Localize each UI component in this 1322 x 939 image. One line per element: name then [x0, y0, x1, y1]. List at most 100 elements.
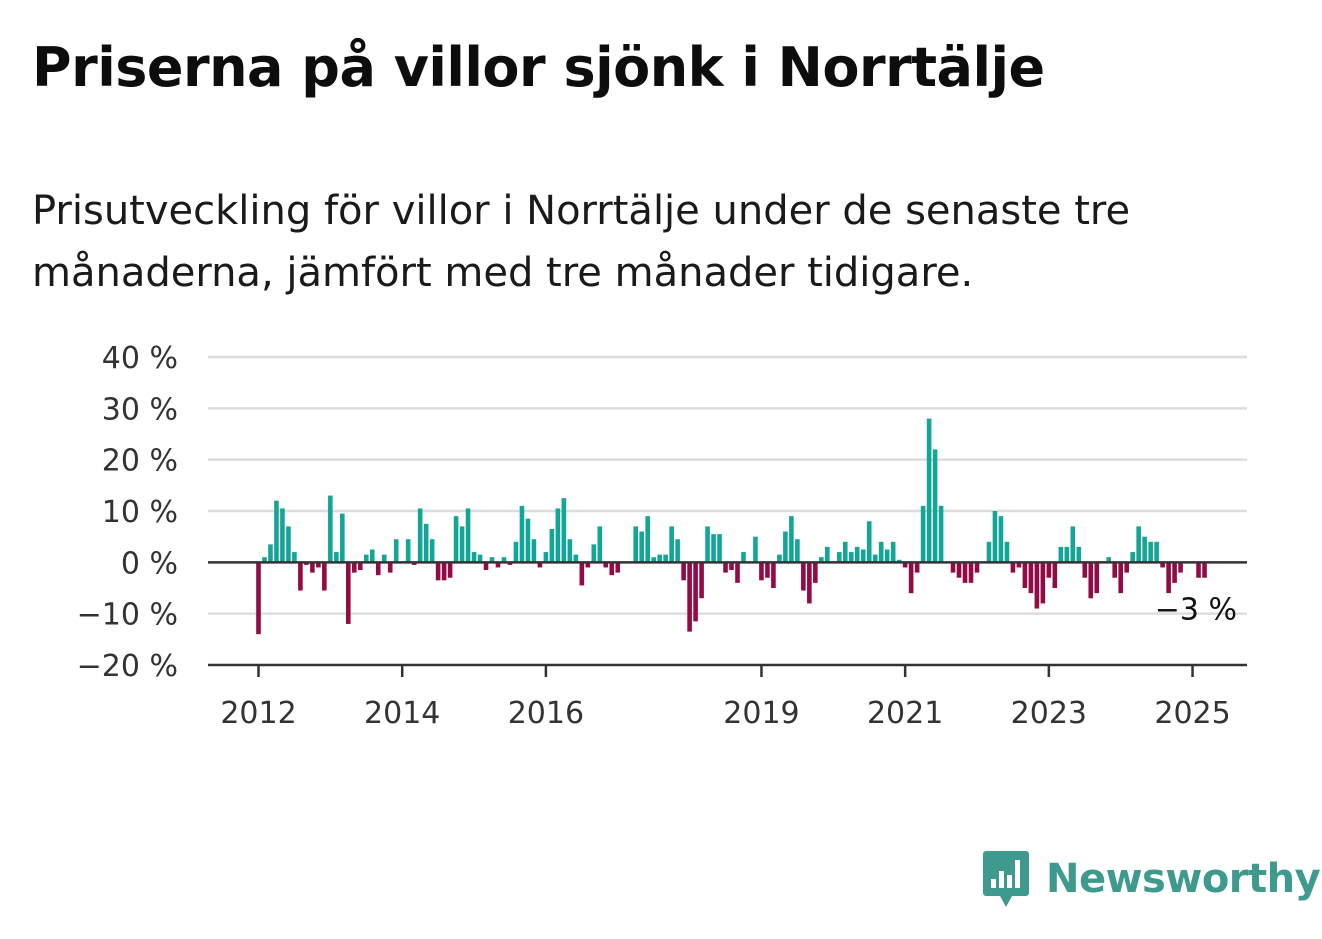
bar — [555, 508, 561, 563]
x-tick-label: 2023 — [1011, 696, 1087, 731]
bar — [603, 562, 609, 568]
bar — [322, 562, 327, 591]
bar — [513, 541, 519, 563]
bar — [381, 554, 387, 563]
bar — [807, 562, 812, 604]
bar — [914, 562, 920, 573]
x-tick-label: 2025 — [1154, 696, 1230, 731]
bar — [938, 505, 944, 563]
bar — [1016, 562, 1022, 568]
bar — [310, 562, 315, 573]
bar — [268, 544, 273, 563]
bar — [375, 562, 381, 576]
bar — [453, 516, 459, 563]
bar — [836, 552, 842, 563]
x-tick-label: 2021 — [867, 696, 943, 731]
bar — [705, 526, 710, 563]
bar — [340, 513, 345, 563]
bar — [411, 562, 417, 565]
bar — [878, 541, 884, 563]
y-tick-label: −10 % — [77, 598, 178, 633]
bar — [675, 539, 680, 563]
bar — [465, 508, 471, 563]
grid-lines — [208, 355, 1247, 615]
bar — [262, 557, 267, 563]
bar-chart: 40 %30 %20 %10 %0 %−10 %−20 % 2012 2014 20… — [77, 341, 1247, 731]
bar — [1160, 562, 1165, 568]
x-tick-label: 2012 — [220, 696, 296, 731]
bar — [292, 552, 297, 563]
bar — [507, 562, 513, 565]
bar — [256, 562, 261, 635]
bar — [1028, 562, 1034, 594]
bar — [357, 562, 363, 571]
bar — [334, 552, 339, 563]
bar — [1130, 552, 1135, 563]
y-axis-labels: 40 % 30 % 20 % 10 % 0 % −10 % −20 % — [77, 341, 178, 684]
newsworthy-logo: Newsworthy — [982, 848, 1321, 910]
bar — [998, 516, 1004, 563]
bar — [1106, 557, 1112, 563]
bar — [992, 511, 998, 563]
bar — [1094, 562, 1100, 594]
bar — [687, 562, 692, 632]
bar — [316, 562, 321, 568]
bar — [579, 562, 585, 586]
bar — [501, 557, 507, 563]
bar — [435, 562, 441, 581]
chart-title: Priserna på villor sjönk i Norrtälje — [32, 36, 1045, 99]
bar — [1148, 541, 1153, 563]
bar — [597, 526, 603, 563]
bar — [447, 562, 453, 578]
y-tick-label: 20 % — [102, 444, 178, 479]
bar — [842, 541, 848, 563]
bar — [471, 552, 477, 563]
bar — [495, 562, 501, 568]
bar — [908, 562, 914, 594]
x-tick-label: 2014 — [364, 696, 440, 731]
bar — [1112, 562, 1118, 578]
bar — [280, 508, 285, 563]
bar — [986, 541, 992, 563]
bar — [819, 557, 824, 563]
x-tick-label: 2019 — [723, 696, 799, 731]
y-tick-label: 30 % — [102, 392, 178, 427]
bar — [920, 505, 926, 563]
bar — [968, 562, 974, 583]
bar — [615, 562, 621, 573]
bar — [645, 516, 650, 563]
bar — [771, 562, 776, 588]
bar — [561, 498, 567, 563]
bar — [741, 552, 746, 563]
bar — [369, 549, 375, 563]
bar — [1196, 562, 1201, 578]
bar — [759, 562, 764, 581]
bar — [1088, 562, 1094, 599]
bar — [974, 562, 980, 573]
bar — [669, 526, 674, 563]
bar — [1052, 562, 1058, 588]
bar — [663, 554, 668, 563]
bar — [765, 562, 770, 578]
bar — [699, 562, 704, 599]
bar — [1154, 541, 1159, 563]
bar — [1118, 562, 1123, 594]
bar — [286, 526, 291, 563]
bar — [1166, 562, 1171, 594]
bar — [789, 516, 794, 563]
bars — [256, 418, 1207, 635]
bar — [639, 531, 644, 563]
bar — [1172, 562, 1177, 583]
bar — [304, 562, 309, 565]
bar — [585, 562, 591, 568]
bar — [1070, 526, 1076, 563]
bar — [693, 562, 698, 622]
bar — [1064, 546, 1070, 563]
bar — [651, 557, 656, 563]
bar — [777, 554, 782, 563]
bar — [1010, 562, 1016, 573]
bar — [848, 552, 854, 563]
bar — [723, 562, 728, 573]
bar — [477, 554, 483, 563]
bar — [950, 562, 956, 573]
